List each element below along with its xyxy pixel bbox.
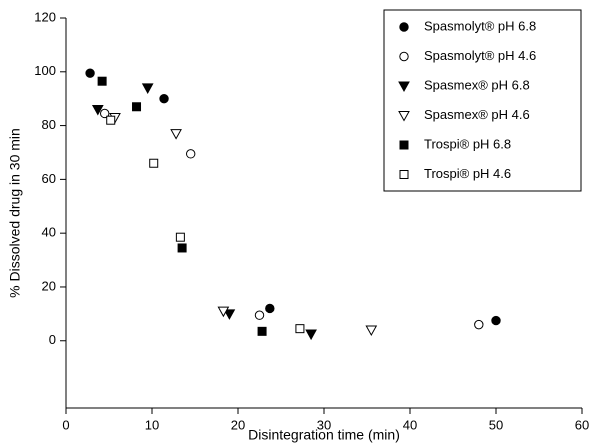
legend-label: Spasmex® pH 6.8: [424, 77, 530, 92]
legend-label: Trospi® pH 4.6: [424, 166, 511, 181]
legend-label: Spasmolyt® pH 4.6: [424, 48, 536, 63]
point: [85, 68, 95, 78]
legend-marker: [399, 22, 409, 32]
point: [254, 310, 265, 320]
point: [305, 329, 317, 341]
y-tick-label: 40: [42, 225, 56, 240]
point: [132, 102, 142, 112]
point: [474, 319, 484, 330]
point: [265, 303, 275, 314]
point: [217, 306, 230, 318]
x-tick-label: 60: [575, 417, 589, 432]
point: [141, 83, 154, 94]
point: [149, 158, 159, 168]
point: [100, 108, 110, 119]
point: [91, 104, 104, 116]
legend-marker: [399, 51, 409, 62]
x-tick-label: 30: [317, 417, 331, 432]
point: [491, 315, 501, 326]
point: [177, 243, 187, 253]
y-tick-label: 60: [42, 171, 56, 186]
legend-label: Trospi® pH 6.8: [424, 136, 511, 151]
point: [97, 76, 107, 86]
y-tick-label: 20: [42, 278, 56, 293]
y-tick-label: 80: [42, 117, 56, 132]
legend-label: Spasmolyt® pH 6.8: [424, 18, 536, 33]
point: [295, 324, 305, 334]
legend-marker: [398, 81, 410, 93]
y-tick-label: 0: [49, 332, 56, 347]
point: [257, 326, 267, 336]
x-tick-label: 0: [62, 417, 69, 432]
point: [175, 232, 185, 242]
x-axis-label: Disintegration time (min): [248, 427, 400, 443]
x-tick-label: 20: [231, 417, 245, 432]
legend-marker: [399, 170, 409, 179]
y-tick-label: 100: [34, 63, 56, 78]
legend-box: [383, 9, 582, 192]
x-tick-label: 40: [403, 417, 417, 432]
point: [170, 129, 182, 140]
legend-label: Spasmex® pH 4.6: [424, 107, 530, 122]
point: [159, 93, 169, 104]
x-tick-label: 10: [145, 417, 159, 432]
point: [186, 149, 196, 159]
legend-marker: [399, 140, 409, 150]
legend-marker: [398, 111, 410, 122]
x-tick-label: 50: [489, 417, 503, 432]
point: [365, 325, 378, 337]
point: [223, 309, 236, 320]
point: [106, 115, 116, 125]
y-axis-label: % Dissolved drug in 30 min: [7, 128, 23, 298]
y-tick-label: 120: [34, 9, 56, 24]
